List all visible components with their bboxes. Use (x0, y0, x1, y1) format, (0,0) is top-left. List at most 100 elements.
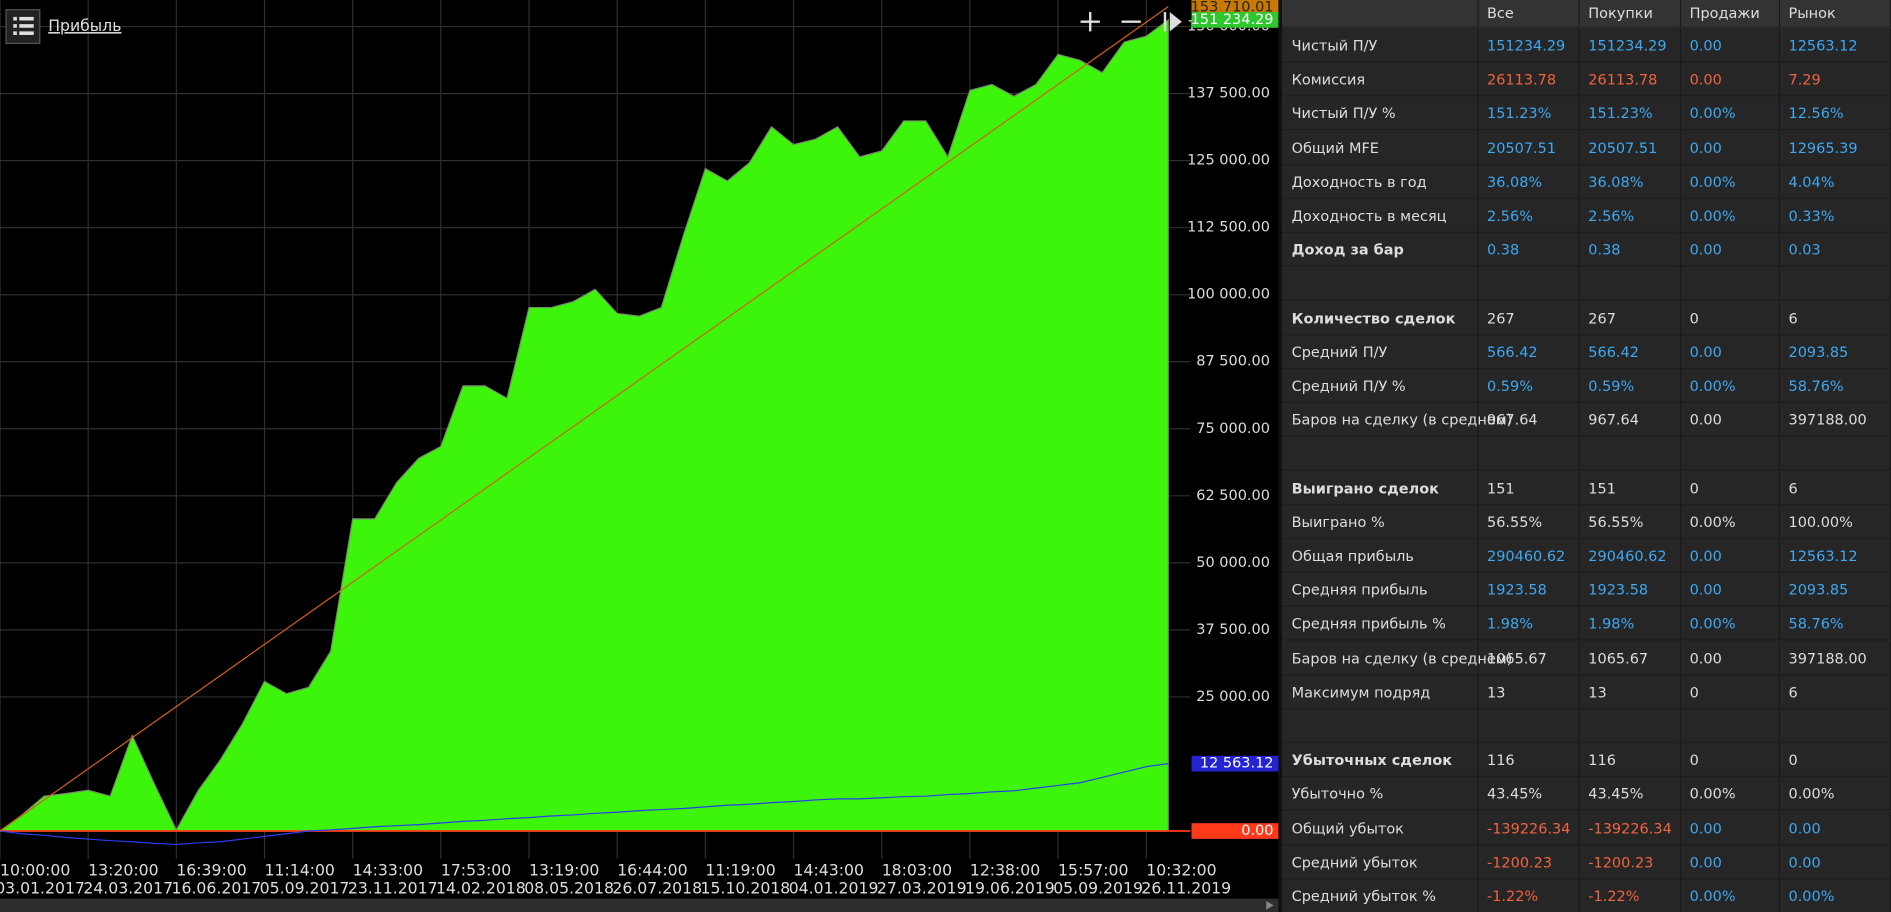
value-cell: 0.00 (1681, 641, 1781, 676)
value-cell: 0.00 (1780, 845, 1891, 880)
value-cell: 0.00% (1681, 777, 1781, 812)
y-tick-label: 75 000.00 (1196, 421, 1270, 437)
value-cell: -1200.23 (1478, 845, 1580, 880)
row-label: Чистый П/У % (1281, 96, 1479, 131)
y-tick-label: 25 000.00 (1196, 689, 1270, 705)
value-cell: 2093.85 (1780, 573, 1891, 608)
value-cell: 0.00 (1681, 811, 1781, 846)
empty-cell (1681, 709, 1781, 744)
y-tick-label: 137 500.00 (1187, 86, 1270, 102)
value-cell: 0.00 (1681, 62, 1781, 97)
value-cell: 13 (1579, 675, 1682, 710)
row-label: Выиграно % (1281, 505, 1479, 539)
value-cell: -1.22% (1580, 879, 1682, 912)
x-tick-date: 08.05.2018 (524, 879, 614, 898)
series-line (0, 763, 1169, 846)
value-cell: 0 (1681, 471, 1781, 505)
empty-cell (1681, 267, 1781, 301)
x-tick-date: 26.07.2018 (612, 879, 702, 898)
x-tick-date: 26.11.2019 (1141, 879, 1231, 898)
x-tick-date: 16.06.2017 (172, 879, 262, 898)
value-cell: 0.00% (1681, 96, 1781, 131)
value-cell: 0 (1681, 743, 1781, 778)
splitter[interactable] (1278, 0, 1282, 912)
value-cell: 116 (1579, 743, 1682, 778)
price-label: 153 710.01 (1191, 0, 1274, 15)
row-label: Выиграно сделок (1281, 471, 1479, 505)
zoom-controls[interactable] (1080, 12, 1182, 32)
value-cell: 2093.85 (1780, 335, 1891, 369)
x-tick-label: 16:44:00 (617, 860, 687, 879)
row-label: Общая прибыль (1281, 539, 1479, 574)
value-cell: 58.76% (1780, 369, 1891, 403)
price-label: 151 234.29 (1191, 12, 1274, 28)
value-cell: 0.00% (1681, 165, 1781, 199)
value-cell: 0.00 (1681, 131, 1781, 165)
value-cell: 151.23% (1579, 96, 1682, 131)
price-label-bg (1191, 0, 1279, 16)
x-tick-label: 13:19:00 (529, 860, 599, 879)
value-cell: 1065.67 (1478, 641, 1580, 676)
price-axis (1190, 0, 1279, 859)
value-cell: 0 (1780, 743, 1891, 778)
profit-area (0, 18, 1169, 832)
value-cell: 116 (1478, 743, 1580, 778)
empty-cell (1780, 437, 1891, 471)
row-label: Баров на сделку (в среднем) (1281, 403, 1512, 437)
x-tick-date: 23.11.2017 (348, 879, 438, 898)
value-cell: 6 (1780, 675, 1891, 710)
scroll-right[interactable] (1266, 901, 1274, 910)
empty-cell (1478, 709, 1580, 744)
menu-button[interactable] (5, 9, 41, 45)
empty-cell (1780, 709, 1891, 744)
value-cell: 290460.62 (1478, 539, 1580, 574)
value-cell: 0 (1681, 675, 1781, 710)
value-cell: 4.04% (1780, 165, 1891, 199)
empty-cell (1579, 267, 1682, 301)
value-cell: 0.38 (1579, 233, 1682, 267)
value-cell: 7.29 (1780, 62, 1891, 97)
value-cell: 151.23% (1478, 96, 1580, 131)
value-cell: 1.98% (1579, 607, 1682, 642)
value-cell: 6 (1780, 301, 1891, 335)
value-cell: 36.08% (1579, 165, 1682, 199)
value-cell: 566.42 (1579, 335, 1682, 369)
value-cell: 151 (1579, 471, 1682, 505)
row-label: Комиссия (1281, 62, 1479, 97)
value-cell: 967.64 (1478, 403, 1580, 437)
value-cell: -139226.34 (1478, 811, 1580, 846)
empty-cell (1281, 267, 1479, 301)
row-label: Общий MFE (1281, 131, 1479, 165)
value-cell: 267 (1478, 301, 1580, 335)
value-cell: 12965.39 (1780, 131, 1891, 165)
value-cell: 1065.67 (1579, 641, 1682, 676)
row-label: Общий убыток (1281, 811, 1479, 846)
value-cell: 0.00 (1681, 539, 1781, 574)
value-cell: 58.76% (1780, 607, 1891, 642)
value-cell: 1.98% (1478, 607, 1580, 642)
x-tick-date: 14.02.2018 (436, 879, 526, 898)
value-cell: 2.56% (1579, 199, 1682, 233)
price-label-bg (1191, 12, 1279, 28)
x-tick-label: 17:53:00 (441, 860, 511, 879)
y-tick-label: 100 000.00 (1187, 287, 1270, 303)
value-cell: 151 (1478, 471, 1580, 505)
value-cell: 0.00% (1681, 607, 1781, 642)
row-label: Максимум подряд (1281, 675, 1479, 710)
scrollbar[interactable] (0, 898, 1279, 912)
price-label-bg (1191, 823, 1279, 839)
value-cell: 0.00 (1681, 233, 1781, 267)
x-tick-date: 05.09.2017 (260, 879, 350, 898)
x-tick-label: 14:43:00 (794, 860, 864, 879)
chart-title[interactable]: Прибыль (48, 16, 121, 35)
column-header: Покупки (1579, 0, 1682, 27)
empty-cell (1681, 437, 1781, 471)
x-tick-date: 24.03.2017 (83, 879, 173, 898)
value-cell: 0.00% (1681, 879, 1781, 912)
value-cell: 290460.62 (1579, 539, 1682, 574)
price-label: 0.00 (1241, 823, 1273, 839)
value-cell: 26113.78 (1579, 62, 1682, 97)
value-cell: -1.22% (1479, 879, 1580, 912)
value-cell: 1923.58 (1478, 573, 1580, 608)
